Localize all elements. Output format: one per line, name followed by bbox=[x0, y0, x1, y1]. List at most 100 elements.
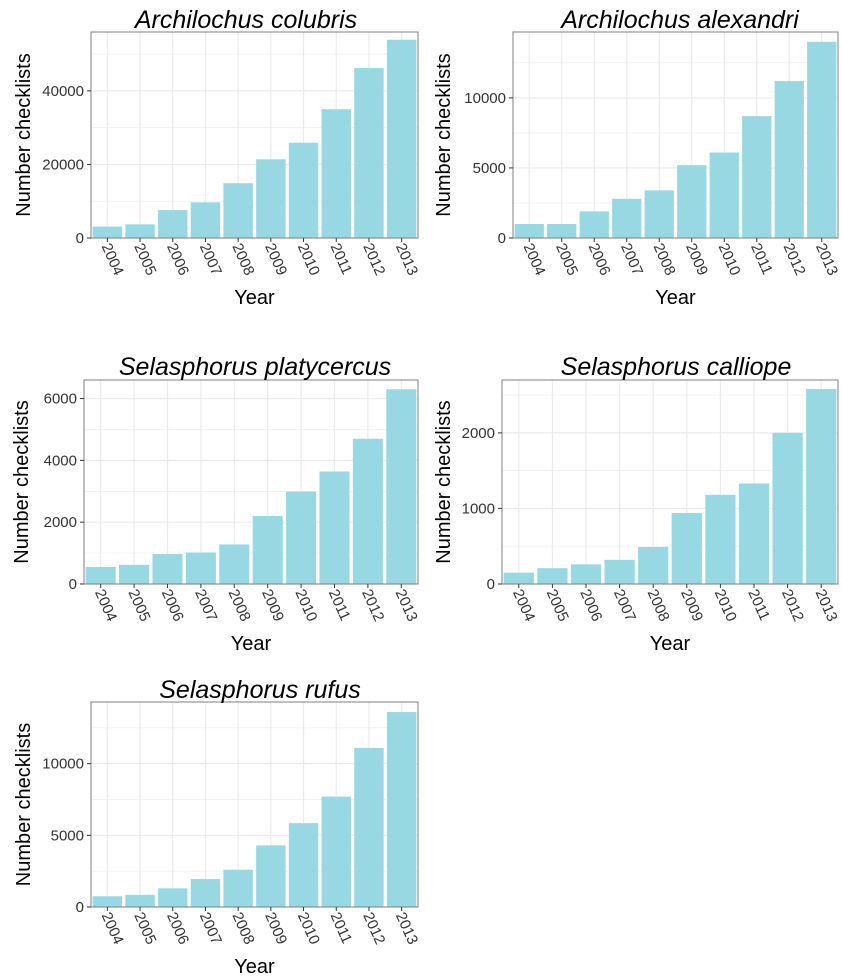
bar bbox=[158, 888, 188, 907]
bar bbox=[774, 81, 804, 238]
y-tick-label: 0 bbox=[76, 230, 84, 247]
bar bbox=[742, 116, 772, 238]
y-tick-label: 0 bbox=[498, 230, 506, 247]
x-tick-label: 2012 bbox=[359, 241, 388, 278]
bar bbox=[256, 159, 286, 238]
y-tick-label: 10000 bbox=[464, 90, 506, 107]
x-tick-label: 2004 bbox=[98, 241, 127, 278]
x-tick-label: 2009 bbox=[258, 587, 287, 624]
y-tick-label: 4000 bbox=[44, 452, 77, 469]
bar bbox=[705, 494, 736, 584]
x-tick-label: 2006 bbox=[585, 241, 614, 278]
y-tick-label: 0 bbox=[76, 899, 84, 916]
x-tick-label: 2010 bbox=[294, 241, 323, 278]
x-tick-label: 2011 bbox=[747, 241, 776, 277]
x-tick-label: 2012 bbox=[780, 241, 809, 278]
x-tick-label: 2013 bbox=[392, 587, 421, 624]
x-tick-label: 2007 bbox=[610, 587, 639, 624]
bar bbox=[772, 432, 803, 584]
bar bbox=[321, 796, 351, 907]
panel-border bbox=[90, 31, 419, 239]
x-tick-label: 2013 bbox=[392, 241, 421, 278]
x-tick-label: 2004 bbox=[509, 587, 538, 624]
bar bbox=[354, 747, 384, 907]
y-tick-label: 1000 bbox=[462, 500, 495, 517]
x-axis-title: Year bbox=[234, 287, 275, 309]
bar bbox=[352, 438, 383, 584]
x-tick-label: 2010 bbox=[294, 910, 323, 947]
x-tick-label: 2006 bbox=[163, 910, 192, 947]
y-tick-label: 2000 bbox=[462, 425, 495, 442]
x-tick-label: 2009 bbox=[677, 587, 706, 624]
bar bbox=[256, 845, 286, 907]
x-tick-label: 2005 bbox=[543, 587, 572, 624]
x-tick-label: 2009 bbox=[682, 241, 711, 278]
y-axis-title: Number checklists bbox=[433, 400, 455, 563]
bar bbox=[125, 224, 155, 238]
panel-border bbox=[90, 701, 419, 908]
bar bbox=[738, 483, 770, 584]
bar bbox=[158, 210, 188, 238]
bar bbox=[185, 552, 216, 584]
x-tick-label: 2004 bbox=[91, 587, 120, 624]
y-axis-title: Number checklists bbox=[13, 723, 35, 886]
y-tick-label: 6000 bbox=[44, 391, 77, 408]
y-tick-label: 0 bbox=[487, 576, 495, 593]
x-tick-label: 2005 bbox=[124, 587, 153, 624]
x-tick-label: 2011 bbox=[327, 910, 356, 946]
bar bbox=[612, 198, 642, 238]
x-tick-label: 2006 bbox=[576, 587, 605, 624]
y-axis-title: Number checklists bbox=[11, 400, 33, 563]
x-tick-label: 2007 bbox=[196, 910, 225, 947]
bar bbox=[288, 823, 319, 907]
bar bbox=[537, 568, 568, 584]
x-tick-label: 2011 bbox=[327, 241, 356, 277]
bar bbox=[638, 546, 669, 584]
bar bbox=[677, 165, 707, 238]
bar bbox=[806, 389, 837, 584]
x-tick-label: 2013 bbox=[392, 910, 421, 947]
x-tick-label: 2012 bbox=[778, 587, 807, 624]
x-tick-label: 2009 bbox=[261, 241, 290, 278]
chart-title: Selasphorus calliope bbox=[561, 353, 792, 381]
bar bbox=[386, 389, 417, 584]
y-tick-label: 0 bbox=[69, 576, 77, 593]
x-tick-label: 2012 bbox=[359, 910, 388, 947]
x-tick-label: 2004 bbox=[98, 910, 127, 947]
x-tick-label: 2013 bbox=[812, 241, 841, 278]
x-tick-label: 2007 bbox=[191, 587, 220, 624]
x-tick-label: 2008 bbox=[225, 587, 254, 624]
bar bbox=[92, 226, 123, 238]
bar bbox=[570, 564, 602, 584]
x-axis-title: Year bbox=[234, 956, 275, 978]
panel-border bbox=[501, 379, 839, 585]
bar bbox=[190, 879, 221, 907]
x-tick-label: 2008 bbox=[228, 910, 257, 947]
x-tick-label: 2004 bbox=[520, 241, 549, 278]
x-tick-label: 2008 bbox=[228, 241, 257, 278]
bar bbox=[514, 223, 544, 238]
bar bbox=[386, 39, 417, 238]
x-tick-label: 2006 bbox=[163, 241, 192, 278]
y-axis-title: Number checklists bbox=[13, 53, 35, 216]
bar bbox=[223, 183, 253, 238]
bar bbox=[547, 223, 577, 238]
bar bbox=[152, 554, 183, 584]
bar bbox=[92, 896, 123, 907]
bar bbox=[604, 559, 635, 584]
y-axis-title: Number checklists bbox=[433, 53, 455, 216]
x-tick-label: 2007 bbox=[196, 241, 225, 278]
x-tick-label: 2006 bbox=[158, 587, 187, 624]
x-tick-label: 2010 bbox=[291, 587, 320, 624]
x-tick-label: 2008 bbox=[650, 241, 679, 278]
bar bbox=[252, 516, 283, 584]
bar bbox=[319, 471, 350, 584]
bar bbox=[119, 564, 150, 584]
y-tick-label: 5000 bbox=[473, 160, 506, 177]
bar bbox=[190, 202, 221, 238]
bar bbox=[321, 109, 351, 238]
x-tick-label: 2007 bbox=[617, 241, 646, 278]
